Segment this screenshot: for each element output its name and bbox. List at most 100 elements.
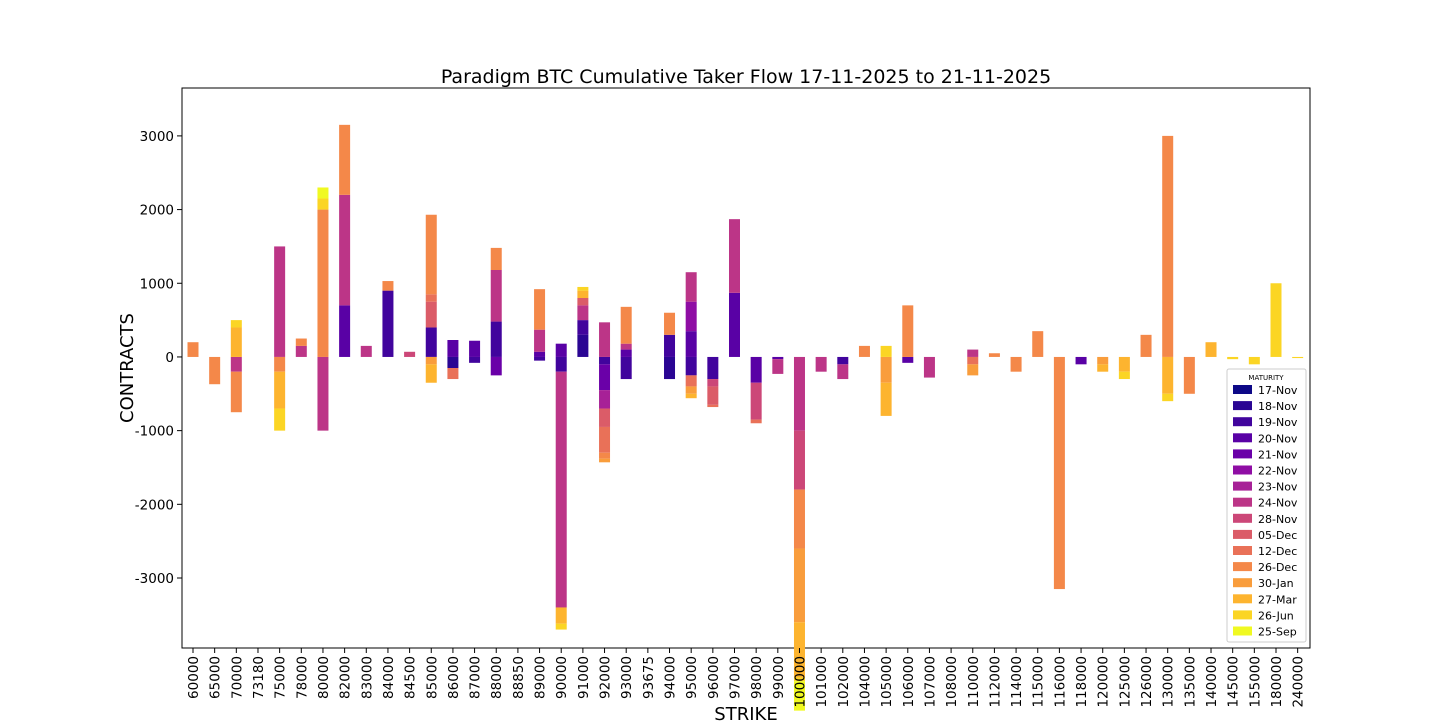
bar-segment [577,298,589,306]
x-tick-label: 73180 [251,656,267,699]
x-tick-label: 108000 [944,656,960,708]
x-tick-label: 70000 [229,656,245,699]
x-tick-label: 75000 [273,656,289,699]
x-tick-label: 116000 [1052,656,1068,708]
bar-segment [750,356,762,383]
bar-segment [295,338,307,346]
legend-label: 30-Jan [1258,577,1294,590]
x-tick-label: 87000 [468,656,484,699]
legend-label: 23-Nov [1258,481,1298,494]
y-axis-label: CONTRACTS [117,313,138,423]
legend-label: 25-Sep [1258,626,1297,639]
legend-label: 26-Jun [1258,609,1294,622]
bar-segment [404,351,416,357]
legend-label: 19-Nov [1258,416,1298,429]
bar-segment [317,356,329,431]
legend-label: 20-Nov [1258,432,1298,445]
x-tick-label: 101000 [814,656,830,708]
x-tick-label: 240000 [1291,656,1307,708]
x-tick-label: 60000 [186,656,202,699]
bar-segment [534,329,546,352]
legend-label: 28-Nov [1258,513,1298,526]
bar-segment [750,419,762,424]
bar-segment [425,327,437,357]
bar-segment [729,219,740,293]
y-tick-label: -3000 [135,571,174,587]
bar-segment [1118,356,1130,372]
bar-segment [1097,364,1109,372]
bar-segment [274,408,286,431]
x-tick-label: 86000 [446,656,462,699]
bar-segment [447,368,459,380]
bar-segment [534,351,546,357]
x-tick-label: 91000 [576,656,592,699]
x-tick-label: 82000 [338,656,354,699]
bar-segment [599,408,611,427]
bar-segment [1162,356,1174,394]
bar-segment [902,305,914,357]
legend-swatch [1233,433,1252,443]
bar-segment [685,386,697,394]
bar-segment [425,364,437,383]
legend-label: 26-Dec [1258,561,1297,574]
x-tick-label: 97000 [728,656,744,699]
legend-title: MATURITY [1248,374,1284,382]
bar-segment [230,320,242,328]
bar-segment [490,247,502,270]
x-tick-label: 115000 [1031,656,1047,708]
legend-swatch [1233,449,1252,459]
bar-segment [274,371,286,409]
bar-segment [274,356,286,372]
bar-segment [599,390,611,409]
bar-segment [425,356,437,365]
x-tick-label: 125000 [1117,656,1133,708]
bar-segment [599,356,611,365]
bar-segment [685,331,697,357]
bar-segment [664,356,676,380]
bar-segment [577,286,589,291]
bar-segment [1053,356,1065,590]
x-tick-label: 126000 [1139,656,1155,708]
bar-segment [750,382,762,420]
bar-segment [490,321,502,357]
legend-label: 24-Nov [1258,497,1298,510]
bar-segment [793,677,805,682]
bar-segment [490,270,502,322]
bar-segment [447,356,459,368]
bar-segment [1010,356,1022,372]
bar-segment [577,305,589,321]
bar-segment [664,334,676,357]
x-tick-label: 93000 [619,656,635,699]
x-tick-label: 105000 [879,656,895,708]
x-tick-label: 84000 [381,656,397,699]
legend-items: 17-Nov 18-Nov 19-Nov 20-Nov 21-Nov 22-Nov 23-N… [1233,384,1298,639]
bar-segment [469,340,481,357]
bar-segment [599,426,611,453]
x-tick-label: 110000 [966,656,982,708]
legend-label: 05-Dec [1258,529,1297,542]
legend-label: 22-Nov [1258,465,1298,478]
bar-segment [967,356,979,365]
x-tick-label: 102000 [836,656,852,708]
bar-segment [1097,356,1109,365]
bars-layer [187,124,1304,711]
x-tick-label: 88000 [489,656,505,699]
legend: MATURITY 17-Nov 18-Nov 19-Nov 20-Nov 21-Nov 2… [1226,368,1307,643]
bar-segment [317,209,329,357]
bar-segment [1075,356,1087,365]
x-tick-label: 135000 [1182,656,1198,708]
x-tick-label: 107000 [922,656,938,708]
bar-segment [707,404,719,408]
bar-segment [923,356,935,378]
x-tick-label: 65000 [208,656,224,699]
bar-segment [425,301,437,328]
bar-segment [339,194,351,306]
bar-segment [274,246,286,357]
bar-segment [880,382,892,416]
legend-swatch [1233,562,1252,572]
bar-segment [793,356,805,431]
x-tick-label: 89000 [533,656,549,699]
legend-swatch [1233,529,1252,539]
bar-segment [793,430,805,490]
